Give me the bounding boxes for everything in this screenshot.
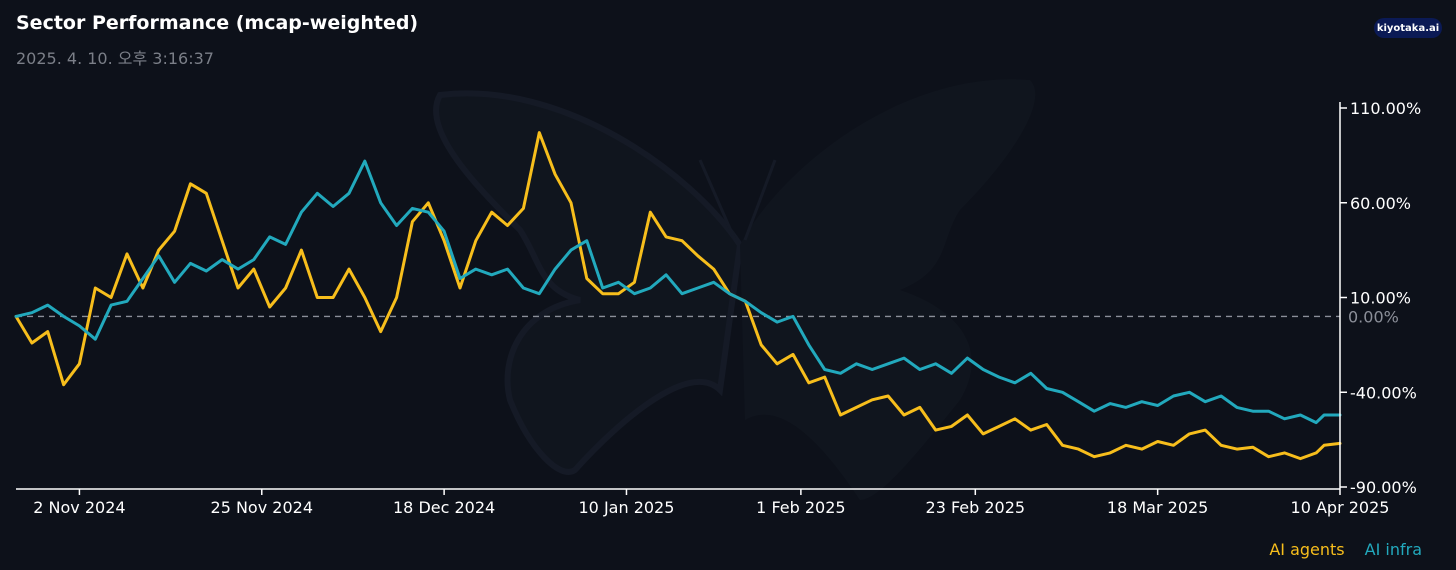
series-line-ai-agents[interactable] bbox=[14, 131, 1342, 461]
y-tick-label: -40.00% bbox=[1350, 383, 1417, 402]
series-line-ai-infra[interactable] bbox=[14, 159, 1342, 425]
x-tick-label: 10 Apr 2025 bbox=[1291, 498, 1390, 517]
x-tick-label: 18 Dec 2024 bbox=[393, 498, 495, 517]
x-tick-label: 18 Mar 2025 bbox=[1107, 498, 1208, 517]
y-tick-label: 60.00% bbox=[1350, 194, 1411, 213]
legend: AI agents AI infra bbox=[1269, 540, 1422, 559]
y-tick-label: 110.00% bbox=[1350, 99, 1421, 118]
zero-label: 0.00% bbox=[1348, 307, 1399, 326]
x-tick-label: 2 Nov 2024 bbox=[33, 498, 125, 517]
chart-title: Sector Performance (mcap-weighted) bbox=[16, 12, 419, 34]
legend-ai-agents[interactable]: AI agents bbox=[1269, 540, 1345, 559]
x-tick-label: 23 Feb 2025 bbox=[926, 498, 1026, 517]
y-tick-label: 10.00% bbox=[1350, 289, 1411, 308]
brand-logo[interactable]: kiyotaka.ai bbox=[1374, 18, 1442, 38]
x-tick-label: 10 Jan 2025 bbox=[579, 498, 675, 517]
timestamp: 2025. 4. 10. 오후 3:16:37 bbox=[16, 49, 214, 68]
legend-ai-infra[interactable]: AI infra bbox=[1364, 540, 1422, 559]
x-tick-label: 1 Feb 2025 bbox=[756, 498, 845, 517]
y-tick-label: -90.00% bbox=[1350, 478, 1417, 497]
watermark-butterfly-icon bbox=[433, 79, 1036, 500]
x-tick-label: 25 Nov 2024 bbox=[211, 498, 313, 517]
